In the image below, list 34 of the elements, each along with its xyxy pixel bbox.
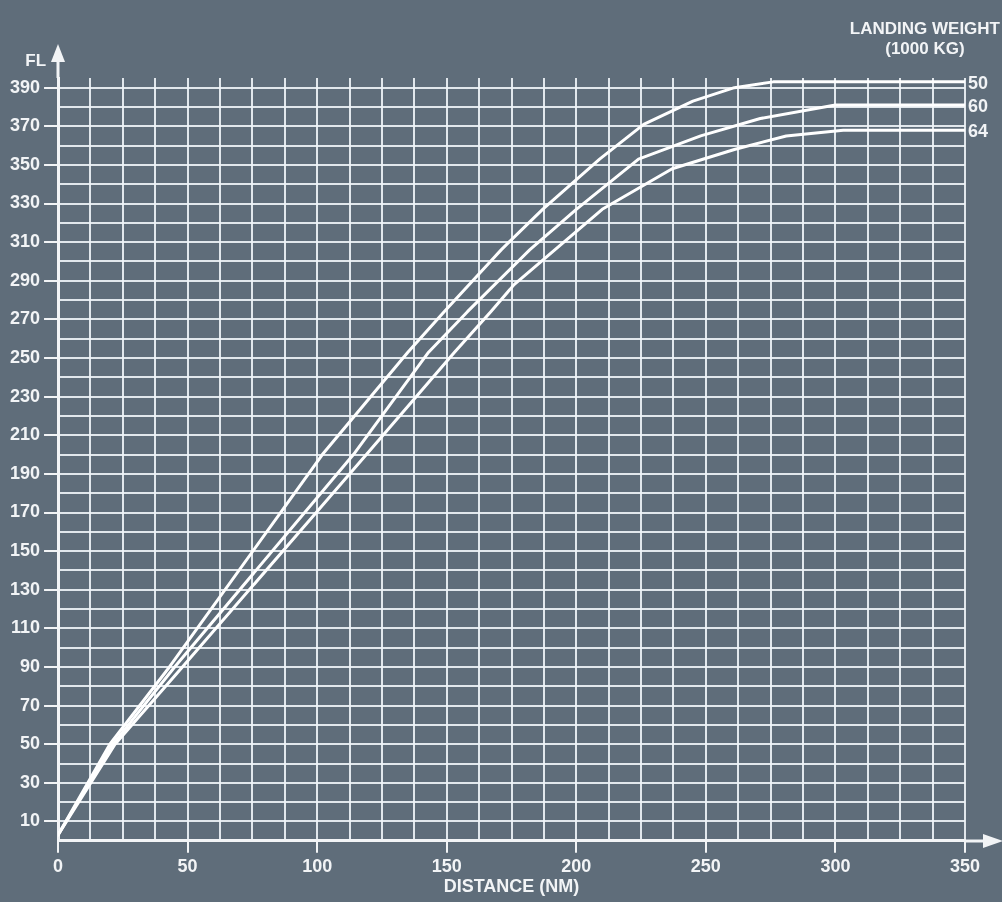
y-tick-label: 50 <box>20 733 41 754</box>
x-tick-label: 150 <box>431 855 462 876</box>
y-tick-label: 330 <box>9 192 41 213</box>
y-tick-label: 10 <box>20 810 41 831</box>
y-tick-label: 270 <box>9 308 41 329</box>
y-tick-label: 310 <box>9 231 41 252</box>
y-tick-label: 170 <box>9 501 41 522</box>
x-axis-title: DISTANCE (NM) <box>443 876 580 897</box>
x-tick-label: 200 <box>561 855 592 876</box>
y-tick-label: 290 <box>9 269 41 290</box>
y-tick-label: 210 <box>9 424 41 445</box>
x-tick-label: 300 <box>820 855 851 876</box>
y-tick-label: 150 <box>9 540 41 561</box>
series-label: 64 <box>968 121 989 142</box>
y-tick-label: 70 <box>20 694 41 715</box>
y-tick-label: 90 <box>20 655 41 676</box>
series-label: 60 <box>968 96 989 116</box>
x-tick-label: 350 <box>949 855 981 876</box>
y-tick-label: 190 <box>9 462 41 483</box>
y-tick-label: 350 <box>9 153 41 174</box>
legend-title: LANDING WEIGHT (1000 KG) <box>849 19 1001 58</box>
series-label: 50 <box>968 72 989 93</box>
y-axis-title: FL <box>25 51 47 70</box>
x-tick-label: 50 <box>177 855 198 876</box>
y-tick-label: 250 <box>9 346 41 367</box>
x-tick-label: 250 <box>690 855 721 876</box>
y-tick-label: 390 <box>9 76 41 97</box>
x-tick-label: 0 <box>53 855 64 876</box>
y-tick-label: 370 <box>9 115 41 136</box>
y-tick-label: 230 <box>9 385 41 406</box>
y-tick-label: 110 <box>10 617 41 638</box>
x-tick-label: 100 <box>302 855 333 876</box>
y-tick-label: 130 <box>9 578 41 599</box>
y-tick-label: 30 <box>20 771 41 792</box>
